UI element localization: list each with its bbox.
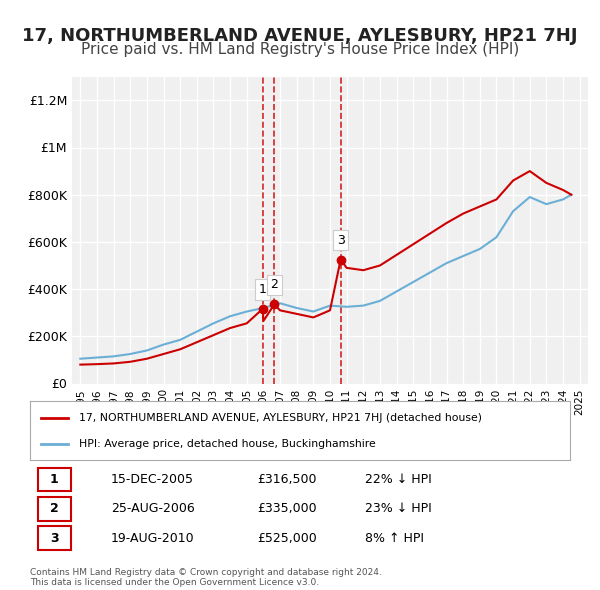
FancyBboxPatch shape: [38, 497, 71, 521]
Text: 23% ↓ HPI: 23% ↓ HPI: [365, 502, 431, 516]
FancyBboxPatch shape: [38, 526, 71, 550]
Text: 3: 3: [337, 234, 344, 247]
Text: 22% ↓ HPI: 22% ↓ HPI: [365, 473, 431, 486]
Text: 1: 1: [50, 473, 59, 486]
Text: £335,000: £335,000: [257, 502, 316, 516]
Text: 8% ↑ HPI: 8% ↑ HPI: [365, 532, 424, 545]
Text: £316,500: £316,500: [257, 473, 316, 486]
FancyBboxPatch shape: [38, 468, 71, 491]
Text: £525,000: £525,000: [257, 532, 317, 545]
Text: HPI: Average price, detached house, Buckinghamshire: HPI: Average price, detached house, Buck…: [79, 439, 376, 448]
Text: 3: 3: [50, 532, 59, 545]
Text: 17, NORTHUMBERLAND AVENUE, AYLESBURY, HP21 7HJ: 17, NORTHUMBERLAND AVENUE, AYLESBURY, HP…: [22, 27, 578, 45]
Text: Contains HM Land Registry data © Crown copyright and database right 2024.
This d: Contains HM Land Registry data © Crown c…: [30, 568, 382, 587]
Text: 2: 2: [50, 502, 59, 516]
Text: 2: 2: [271, 278, 278, 291]
Text: 19-AUG-2010: 19-AUG-2010: [111, 532, 194, 545]
Text: 15-DEC-2005: 15-DEC-2005: [111, 473, 194, 486]
Text: 17, NORTHUMBERLAND AVENUE, AYLESBURY, HP21 7HJ (detached house): 17, NORTHUMBERLAND AVENUE, AYLESBURY, HP…: [79, 413, 482, 422]
Text: Price paid vs. HM Land Registry's House Price Index (HPI): Price paid vs. HM Land Registry's House …: [81, 42, 519, 57]
Text: 25-AUG-2006: 25-AUG-2006: [111, 502, 195, 516]
Text: 1: 1: [259, 283, 266, 296]
